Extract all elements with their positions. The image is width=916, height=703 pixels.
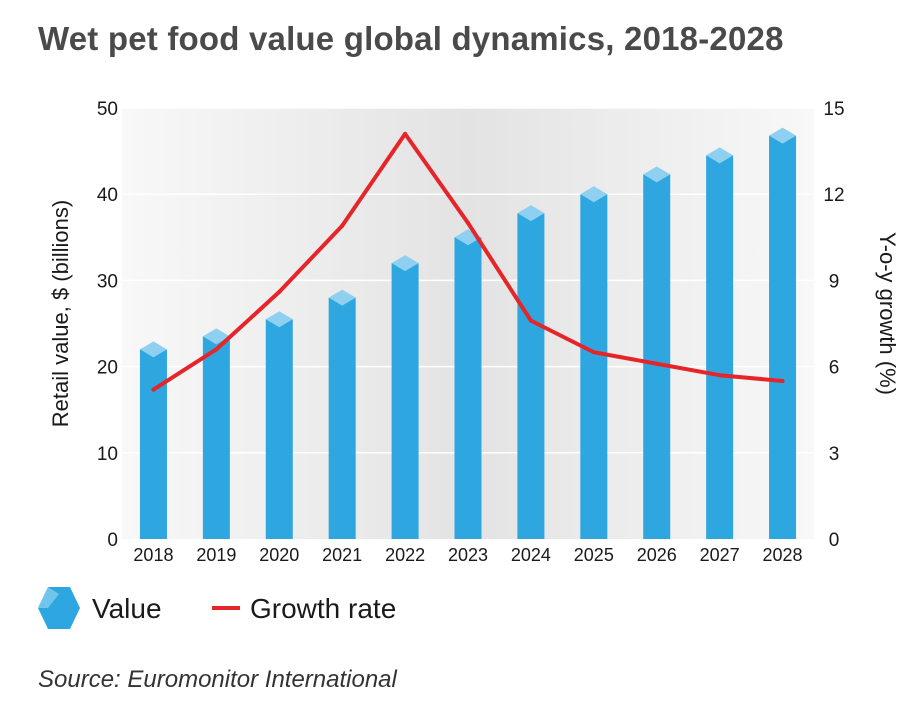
y-tick-label: 20 [97, 358, 118, 379]
y2-tick-label: 6 [829, 358, 840, 379]
growth-point-2024 [528, 318, 533, 323]
growth-point-2026 [654, 361, 659, 366]
y2-tick-label: 3 [829, 444, 840, 465]
chart-title: Wet pet food value global dynamics, 2018… [38, 20, 784, 57]
y2-axis-title: Y-o-y growth (%) [875, 232, 900, 395]
bar-cap-2019 [202, 328, 230, 345]
y2-tick-label: 12 [823, 185, 844, 206]
y2-tick-label: 15 [823, 99, 844, 120]
growth-point-2019 [214, 347, 219, 352]
x-tick-label: 2025 [574, 545, 614, 565]
legend-value-label: Value [92, 593, 162, 624]
x-tick-label: 2019 [196, 545, 236, 565]
bar-2020 [265, 319, 293, 539]
y-tick-label: 50 [97, 99, 118, 120]
bar-2025 [580, 194, 608, 539]
bar-cap-2018 [139, 341, 167, 358]
bar-2021 [328, 297, 356, 539]
bar-cap-2025 [580, 186, 608, 203]
growth-point-2025 [591, 350, 596, 355]
bar-2018 [139, 349, 167, 539]
bar-2022 [391, 263, 419, 539]
bar-cap-2028 [769, 127, 797, 144]
growth-point-2028 [780, 378, 785, 383]
growth-point-2018 [151, 387, 156, 392]
growth-point-2023 [466, 220, 470, 225]
bar-2028 [769, 135, 797, 540]
bar-cap-2026 [643, 166, 671, 183]
bar-2026 [643, 174, 671, 539]
bar-cap-2021 [328, 289, 356, 306]
growth-point-2027 [717, 373, 722, 378]
bar-2024 [517, 213, 545, 539]
y2-tick-label: 9 [829, 271, 840, 292]
bar-cap-2020 [265, 311, 293, 328]
growth-point-2022 [403, 131, 408, 136]
bar-2019 [202, 336, 230, 539]
bar-cap-2022 [391, 255, 419, 272]
bar-2027 [706, 155, 734, 539]
x-tick-label: 2027 [700, 545, 740, 565]
x-tick-label: 2021 [322, 545, 362, 565]
y-tick-label: 0 [107, 530, 118, 551]
growth-point-2021 [340, 223, 345, 228]
bar-2023 [454, 237, 482, 540]
bar-cap-2027 [706, 147, 734, 164]
legend-value-icon-highlight [38, 587, 59, 608]
x-tick-label: 2026 [637, 545, 677, 565]
y-tick-label: 40 [97, 185, 118, 206]
y2-tick-label: 0 [829, 530, 840, 551]
x-tick-label: 2023 [448, 545, 488, 565]
x-tick-label: 2028 [763, 545, 803, 565]
y-tick-label: 30 [97, 271, 118, 292]
bar-cap-2024 [517, 205, 545, 222]
y-axis-title: Retail value, $ (billions) [48, 200, 73, 427]
x-tick-label: 2022 [385, 545, 425, 565]
source-note: Source: Euromonitor International [38, 666, 397, 693]
legend-growth-label: Growth rate [250, 593, 396, 624]
x-tick-label: 2018 [133, 545, 173, 565]
growth-point-2020 [277, 289, 282, 294]
x-tick-label: 2024 [511, 545, 551, 565]
x-tick-label: 2020 [259, 545, 299, 565]
y-tick-label: 10 [97, 444, 118, 465]
